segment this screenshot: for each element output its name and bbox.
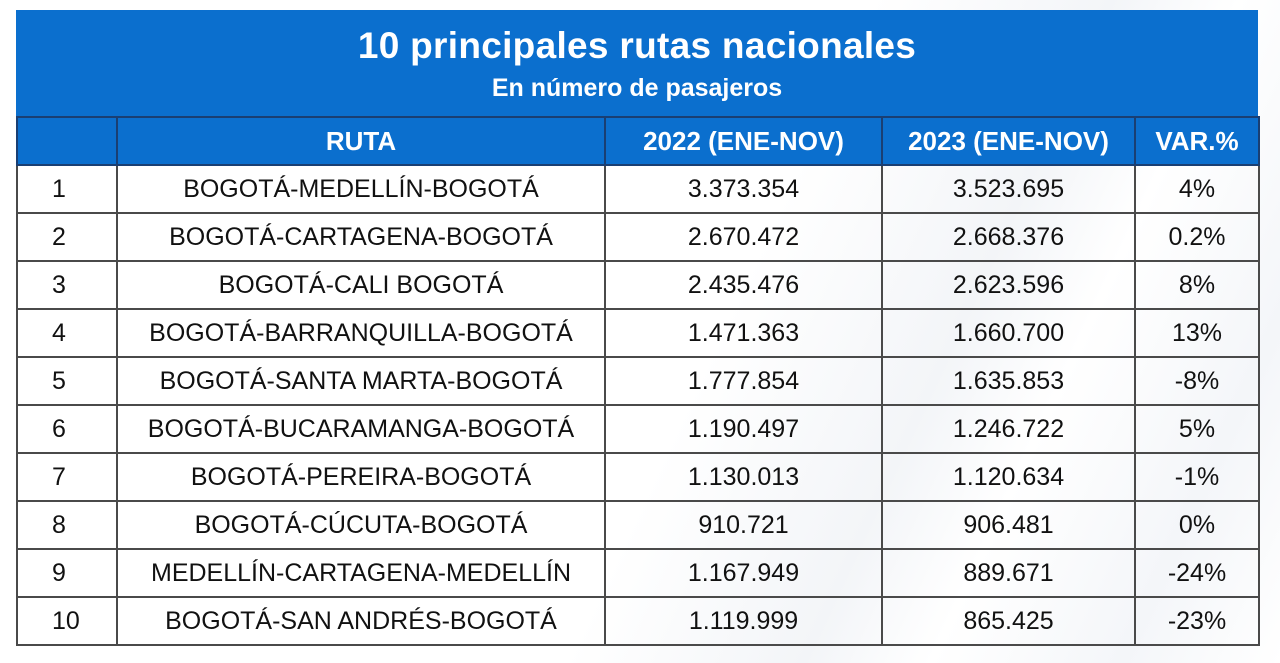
cell-var: 0.2% — [1134, 212, 1260, 262]
header-2022: 2022 (ENE-NOV) — [604, 116, 883, 166]
cell-ruta: BOGOTÁ-PEREIRA-BOGOTÁ — [116, 452, 606, 502]
table-row: 3 BOGOTÁ-CALI BOGOTÁ 2.435.476 2.623.596 8% — [16, 260, 1260, 310]
cell-2023: 2.623.596 — [881, 260, 1136, 310]
cell-2022: 1.777.854 — [604, 356, 883, 406]
cell-var: 0% — [1134, 500, 1260, 550]
routes-table-container: 10 principales rutas nacionales En númer… — [16, 10, 1260, 646]
cell-var: -8% — [1134, 356, 1260, 406]
cell-var: -23% — [1134, 596, 1260, 646]
cell-var: -24% — [1134, 548, 1260, 598]
cell-2023: 1.120.634 — [881, 452, 1136, 502]
header-var: VAR.% — [1134, 116, 1260, 166]
cell-2022: 1.119.999 — [604, 596, 883, 646]
header-rank — [16, 116, 118, 166]
table-row: 6 BOGOTÁ-BUCARAMANGA-BOGOTÁ 1.190.497 1.246… — [16, 404, 1260, 454]
cell-rank: 6 — [16, 404, 118, 454]
cell-2022: 1.471.363 — [604, 308, 883, 358]
cell-ruta: BOGOTÁ-CÚCUTA-BOGOTÁ — [116, 500, 606, 550]
header-ruta: RUTA — [116, 116, 606, 166]
cell-2023: 1.660.700 — [881, 308, 1136, 358]
cell-rank: 10 — [16, 596, 118, 646]
cell-var: 8% — [1134, 260, 1260, 310]
table-row: 8 BOGOTÁ-CÚCUTA-BOGOTÁ 910.721 906.481 0% — [16, 500, 1260, 550]
cell-rank: 2 — [16, 212, 118, 262]
table-title: 10 principales rutas nacionales — [357, 25, 917, 66]
cell-var: 4% — [1134, 164, 1260, 214]
cell-2023: 889.671 — [881, 548, 1136, 598]
cell-rank: 4 — [16, 308, 118, 358]
cell-rank: 9 — [16, 548, 118, 598]
cell-2023: 865.425 — [881, 596, 1136, 646]
table-row: 2 BOGOTÁ-CARTAGENA-BOGOTÁ 2.670.472 2.668.3… — [16, 212, 1260, 262]
cell-var: 13% — [1134, 308, 1260, 358]
cell-2022: 2.435.476 — [604, 260, 883, 310]
cell-2023: 1.635.853 — [881, 356, 1136, 406]
cell-2023: 2.668.376 — [881, 212, 1136, 262]
cell-2022: 1.167.949 — [604, 548, 883, 598]
table-row: 5 BOGOTÁ-SANTA MARTA-BOGOTÁ 1.777.854 1.635… — [16, 356, 1260, 406]
cell-2023: 3.523.695 — [881, 164, 1136, 214]
cell-2023: 1.246.722 — [881, 404, 1136, 454]
table-body: 1 BOGOTÁ-MEDELLÍN-BOGOTÁ 3.373.354 3.523.69… — [16, 164, 1260, 646]
cell-2023: 906.481 — [881, 500, 1136, 550]
cell-ruta: MEDELLÍN-CARTAGENA-MEDELLÍN — [116, 548, 606, 598]
table-subtitle: En número de pasajeros — [491, 74, 783, 102]
cell-rank: 8 — [16, 500, 118, 550]
cell-ruta: BOGOTÁ-BARRANQUILLA-BOGOTÁ — [116, 308, 606, 358]
cell-rank: 5 — [16, 356, 118, 406]
cell-ruta: BOGOTÁ-CALI BOGOTÁ — [116, 260, 606, 310]
cell-ruta: BOGOTÁ-SANTA MARTA-BOGOTÁ — [116, 356, 606, 406]
table-row: 10 BOGOTÁ-SAN ANDRÉS-BOGOTÁ 1.119.999 865.4… — [16, 596, 1260, 646]
cell-2022: 3.373.354 — [604, 164, 883, 214]
cell-ruta: BOGOTÁ-MEDELLÍN-BOGOTÁ — [116, 164, 606, 214]
header-row: RUTA 2022 (ENE-NOV) 2023 (ENE-NOV) VAR.% — [16, 116, 1260, 166]
table-row: 4 BOGOTÁ-BARRANQUILLA-BOGOTÁ 1.471.363 1.66… — [16, 308, 1260, 358]
routes-table: RUTA 2022 (ENE-NOV) 2023 (ENE-NOV) VAR.%… — [16, 116, 1260, 646]
cell-2022: 2.670.472 — [604, 212, 883, 262]
table-row: 9 MEDELLÍN-CARTAGENA-MEDELLÍN 1.167.949 889… — [16, 548, 1260, 598]
title-banner: 10 principales rutas nacionales En númer… — [16, 10, 1258, 116]
cell-ruta: BOGOTÁ-SAN ANDRÉS-BOGOTÁ — [116, 596, 606, 646]
table-row: 7 BOGOTÁ-PEREIRA-BOGOTÁ 1.130.013 1.120.634… — [16, 452, 1260, 502]
cell-rank: 1 — [16, 164, 118, 214]
cell-ruta: BOGOTÁ-CARTAGENA-BOGOTÁ — [116, 212, 606, 262]
cell-rank: 7 — [16, 452, 118, 502]
cell-2022: 1.190.497 — [604, 404, 883, 454]
cell-2022: 1.130.013 — [604, 452, 883, 502]
cell-2022: 910.721 — [604, 500, 883, 550]
cell-var: -1% — [1134, 452, 1260, 502]
cell-rank: 3 — [16, 260, 118, 310]
header-2023: 2023 (ENE-NOV) — [881, 116, 1136, 166]
table-row: 1 BOGOTÁ-MEDELLÍN-BOGOTÁ 3.373.354 3.523.69… — [16, 164, 1260, 214]
cell-var: 5% — [1134, 404, 1260, 454]
cell-ruta: BOGOTÁ-BUCARAMANGA-BOGOTÁ — [116, 404, 606, 454]
